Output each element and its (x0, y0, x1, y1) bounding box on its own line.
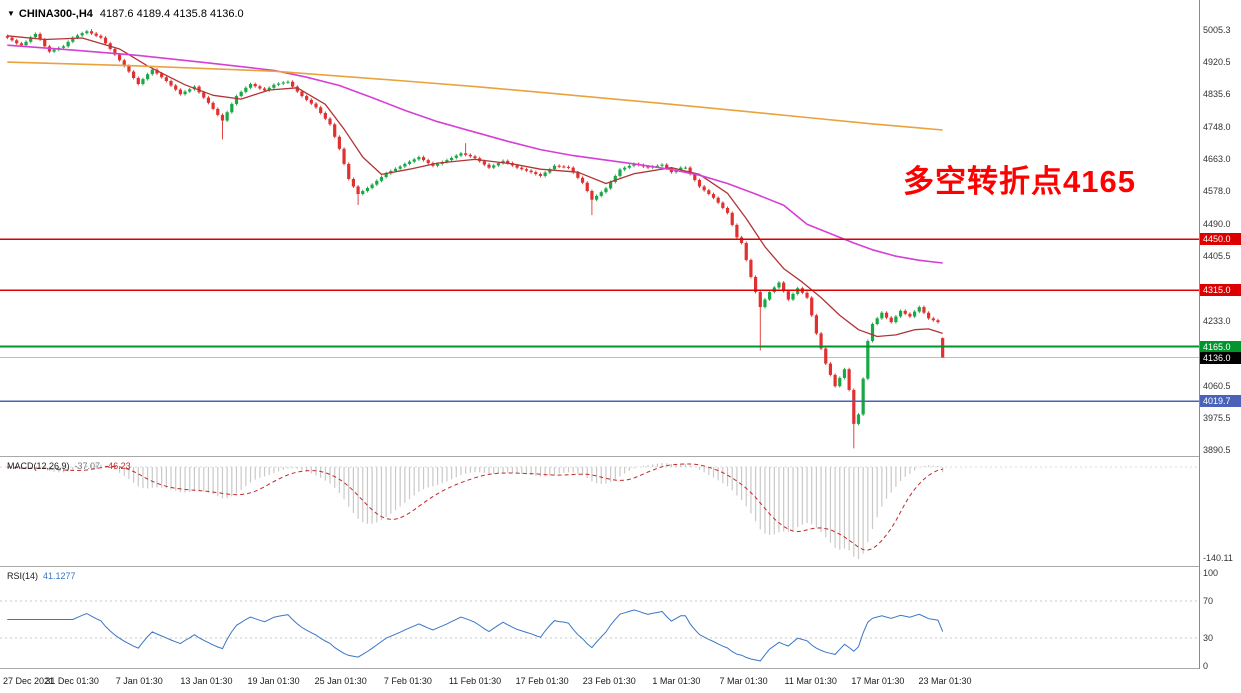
price-scale[interactable]: 5005.3 4920.5 4835.6 4748.0 4663.0 4578.0 4490… (1199, 0, 1241, 671)
price-tick-label: 4663.0 (1203, 153, 1231, 164)
ohlc-header: ▼ CHINA300-,H4 4187.6 4189.4 4135.8 4136.0 (7, 8, 244, 20)
time-axis-label: 17 Feb 01:30 (515, 676, 569, 686)
price-tick-label: 5005.3 (1203, 25, 1231, 35)
time-axis-label: 11 Mar 01:30 (784, 676, 837, 686)
time-axis-label: 7 Mar 01:30 (719, 676, 768, 686)
time-axis-label: 17 Mar 01:30 (851, 676, 905, 686)
ma-mid-line (7, 44, 943, 264)
time-axis-label: 13 Jan 01:30 (180, 676, 233, 686)
price-line-badge: 4315.0 (1200, 284, 1241, 297)
price-tick-label: 4405.5 (1203, 251, 1231, 261)
price-tick-label: 4233.0 (1203, 316, 1231, 326)
panel-separator[interactable] (0, 566, 1241, 567)
chart-annotation-text[interactable]: 多空转折点4165 (903, 164, 1136, 199)
price-tick-label: 4748.0 (1203, 121, 1231, 132)
ohlc-values: 4187.6 4189.4 4135.8 4136.0 (99, 8, 244, 20)
price-line-badge: 4165.0 (1200, 340, 1241, 353)
time-axis[interactable]: 27 Dec 2021 31 Dec 01:30 7 Jan 01:30 13 Jan… (0, 669, 1199, 693)
macd-signal-value: -46.23 (105, 461, 131, 471)
time-axis-label: 11 Feb 01:30 (448, 676, 502, 686)
price-line-badge: 4450.0 (1200, 233, 1241, 246)
ma-fast-line (7, 35, 943, 338)
panel-separator[interactable] (0, 456, 1241, 457)
time-axis-label: 23 Feb 01:30 (582, 676, 636, 686)
rsi-label: RSI(14) 41.1277 (7, 571, 81, 581)
rsi-value: 41.1277 (43, 571, 76, 581)
collapse-arrow-icon[interactable]: ▼ (7, 9, 15, 18)
macd-name: MACD(12,26,9) (7, 461, 70, 471)
rsi-scale-label: 0 (1203, 661, 1209, 671)
time-axis-label: 31 Dec 01:30 (45, 676, 99, 686)
macd-label: MACD(12,26,9) -37.07 -46.23 (7, 461, 136, 471)
price-tick-label: 4490.0 (1203, 219, 1231, 230)
ma-slow-line (7, 61, 943, 131)
time-axis-label: 19 Jan 01:30 (247, 676, 300, 686)
macd-scale-label: -140.11 (1203, 553, 1233, 563)
rsi-scale-label: 30 (1203, 633, 1214, 644)
price-tick-label: 4920.5 (1203, 56, 1231, 67)
rsi-scale-label: 100 (1203, 568, 1219, 578)
time-axis-label: 7 Jan 01:30 (115, 676, 163, 686)
price-tick-label: 3890.5 (1203, 445, 1231, 456)
price-tick-label: 4578.0 (1203, 186, 1231, 196)
time-axis-label: 27 Dec 2021 (3, 676, 55, 686)
macd-main-value: -37.07 (74, 461, 101, 471)
panel-separator (0, 668, 1241, 669)
time-axis-label: 7 Feb 01:30 (383, 676, 432, 686)
price-line-badge: 4019.7 (1200, 395, 1241, 408)
symbol-period-label: CHINA300-,H4 (18, 8, 93, 20)
time-axis-label: 1 Mar 01:30 (652, 676, 701, 686)
time-axis-label: 25 Jan 01:30 (314, 676, 367, 686)
price-tick-label: 4835.6 (1203, 88, 1231, 99)
price-tick-label: 3975.5 (1203, 413, 1231, 424)
price-tick-label: 4060.5 (1203, 380, 1231, 391)
current-price-badge: 4136.0 (1200, 351, 1241, 364)
time-axis-label: 23 Mar 01:30 (918, 676, 972, 686)
rsi-name: RSI(14) (7, 571, 39, 581)
rsi-scale-label: 70 (1203, 595, 1214, 606)
